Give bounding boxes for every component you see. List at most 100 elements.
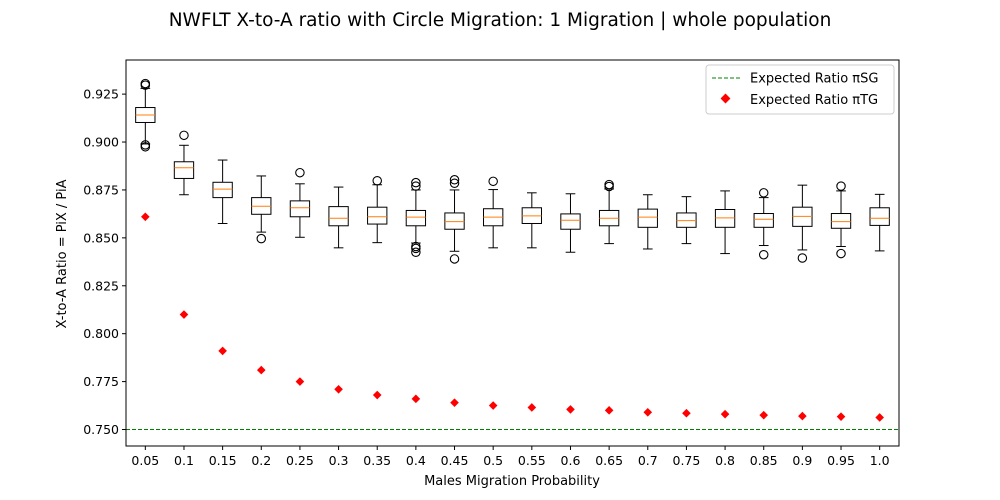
outlier-point: [836, 181, 846, 191]
box-0.95: [830, 181, 852, 259]
expected-ratio-tg-point: [179, 310, 189, 319]
expected-ratio-tg-point: [720, 409, 730, 419]
x-tick-label: 0.95: [827, 453, 855, 468]
y-tick-label: 0.800: [83, 326, 119, 341]
expected-ratio-tg-point: [643, 407, 653, 417]
box-0.1: [173, 130, 195, 196]
outlier-point: [604, 181, 614, 192]
x-axis-title: Males Migration Probability: [424, 474, 600, 489]
expected-ratio-tg-point: [682, 408, 691, 418]
expected-ratio-tg-point: [256, 365, 266, 375]
x-axis: 0.05 0.1 0.15 0.2 0.25 0.3 0.35 0.4 0.45 0.5 0.55 0…: [131, 446, 890, 468]
expected-ratio-tg-point: [488, 401, 498, 410]
outlier-point: [797, 253, 808, 263]
expected-ratio-tg-point: [218, 346, 227, 356]
expected-ratio-tg-point: [295, 377, 305, 386]
x-tick-label: 0.45: [441, 453, 469, 468]
y-tick-label: 0.850: [83, 230, 119, 245]
x-tick-label: 0.7: [638, 453, 658, 468]
y-tick-label: 0.750: [83, 422, 119, 437]
box-1.0: [869, 193, 890, 252]
box-0.7: [637, 194, 658, 250]
outlier-point: [488, 176, 498, 187]
outlier-point: [449, 178, 460, 188]
expected-ratio-tg-point: [759, 410, 769, 420]
outlier-point: [179, 130, 189, 141]
outlier-point: [411, 243, 421, 254]
box-0.8: [714, 190, 736, 255]
x-tick-label: 0.9: [792, 453, 812, 468]
box-body: [289, 200, 311, 218]
box-0.75: [676, 196, 697, 245]
outlier-point: [140, 142, 151, 152]
outlier-point: [411, 177, 421, 188]
box-0.15: [212, 159, 233, 224]
box-0.5: [483, 176, 504, 249]
x-tick-label: 0.55: [518, 453, 546, 468]
box-0.65: [598, 179, 620, 245]
outlier-point: [411, 247, 421, 257]
y-axis-title: X-to-A Ratio = PiX / PiA: [55, 179, 70, 328]
box-body: [173, 161, 195, 179]
outlier-point: [140, 80, 151, 90]
outlier-point: [758, 249, 769, 260]
y-tick-label: 0.825: [83, 278, 119, 293]
box-0.45: [444, 175, 465, 264]
outlier-point: [836, 248, 846, 259]
box-0.25: [289, 167, 311, 238]
x-tick-label: 0.1: [174, 453, 194, 468]
outlier-point: [449, 254, 460, 264]
outlier-point: [295, 167, 305, 178]
y-axis: 0.750 0.775 0.800 0.825 0.850 0.875 0.900 0.925: [83, 87, 126, 437]
x-tick-label: 0.15: [209, 453, 237, 468]
legend-label-scatter: Expected Ratio πTG: [750, 93, 878, 108]
x-tick-label: 0.2: [251, 453, 271, 468]
box-0.55: [521, 192, 542, 249]
x-tick-label: 0.25: [286, 453, 314, 468]
chart-title: NWFLT X-to-A ratio with Circle Migration…: [169, 10, 832, 31]
box-0.35: [367, 175, 388, 244]
x-tick-label: 0.6: [561, 453, 581, 468]
x-tick-label: 0.35: [363, 453, 391, 468]
box-body: [830, 213, 852, 229]
outlier-point: [256, 233, 267, 244]
expected-ratio-tg-point: [527, 403, 537, 412]
outlier-point: [449, 175, 460, 185]
box-body: [869, 207, 890, 226]
legend-box: [705, 64, 895, 115]
y-tick-label: 0.775: [83, 374, 119, 389]
plot-area: [126, 78, 899, 431]
x-tick-label: 0.8: [715, 453, 735, 468]
box-body: [405, 209, 427, 227]
x-tick-label: 0.05: [131, 453, 159, 468]
expected-ratio-tg-point: [141, 212, 150, 222]
legend-label-hline: Expected Ratio πSG: [750, 72, 878, 87]
box-0.6: [560, 193, 581, 253]
expected-ratio-tg-point: [566, 405, 575, 414]
outlier-point: [372, 175, 382, 186]
x-tick-label: 0.85: [750, 453, 778, 468]
box-body: [328, 206, 349, 227]
x-tick-label: 0.3: [329, 453, 349, 468]
box-body: [637, 208, 658, 228]
box-body: [753, 213, 774, 228]
x-tick-label: 0.65: [595, 453, 623, 468]
x-tick-label: 0.4: [406, 453, 426, 468]
y-tick-label: 0.900: [83, 135, 119, 150]
box-0.85: [753, 188, 774, 260]
box-body: [367, 206, 388, 225]
outlier-point: [758, 188, 769, 198]
legend: Expected Ratio πSG Expected Ratio πTG: [705, 64, 895, 115]
x-tick-label: 0.75: [673, 453, 701, 468]
expected-ratio-tg-point: [450, 398, 459, 407]
y-tick-label: 0.875: [83, 182, 119, 197]
x-tick-label: 1.0: [870, 453, 890, 468]
box-0.4: [405, 177, 427, 257]
box-0.05: [135, 78, 156, 152]
box-0.3: [328, 186, 349, 249]
expected-ratio-tg-point: [411, 394, 421, 404]
legend-marker-scatter: [720, 93, 731, 104]
expected-ratio-tg-point: [875, 413, 884, 422]
box-body: [212, 181, 233, 199]
box-0.9: [792, 184, 813, 263]
